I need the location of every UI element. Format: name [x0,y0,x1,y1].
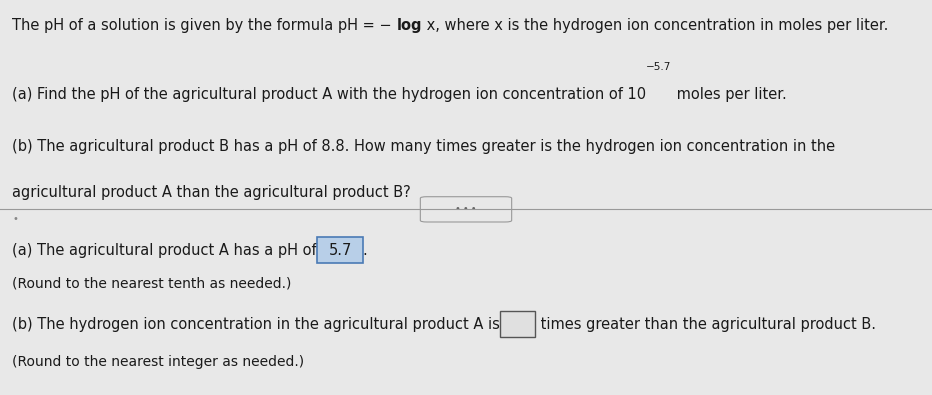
Text: (b) The hydrogen ion concentration in the agricultural product A is: (b) The hydrogen ion concentration in th… [12,317,504,332]
Text: (Round to the nearest integer as needed.): (Round to the nearest integer as needed.… [12,355,304,369]
Text: moles per liter.: moles per liter. [672,87,787,102]
Text: (a) The agricultural product A has a pH of: (a) The agricultural product A has a pH … [12,243,322,258]
Text: (a) Find the pH of the agricultural product A with the hydrogen ion concentratio: (a) Find the pH of the agricultural prod… [12,87,646,102]
Text: times greater than the agricultural product B.: times greater than the agricultural prod… [536,317,876,332]
Text: −5.7: −5.7 [646,62,672,72]
Text: The pH of a solution is given by the formula pH = −: The pH of a solution is given by the for… [12,18,396,33]
FancyBboxPatch shape [317,237,363,263]
Text: (Round to the nearest tenth as needed.): (Round to the nearest tenth as needed.) [12,276,292,291]
Text: •: • [12,214,18,224]
Text: 5.7: 5.7 [328,243,351,258]
Text: .: . [363,243,367,258]
FancyBboxPatch shape [420,197,512,222]
Text: log: log [396,18,422,33]
Text: x, where x is the hydrogen ion concentration in moles per liter.: x, where x is the hydrogen ion concentra… [422,18,888,33]
Text: (b) The agricultural product B has a pH of 8.8. How many times greater is the hy: (b) The agricultural product B has a pH … [12,139,835,154]
Text: • • •: • • • [455,204,477,214]
FancyBboxPatch shape [500,311,535,337]
Text: agricultural product A than the agricultural product B?: agricultural product A than the agricult… [12,185,411,200]
